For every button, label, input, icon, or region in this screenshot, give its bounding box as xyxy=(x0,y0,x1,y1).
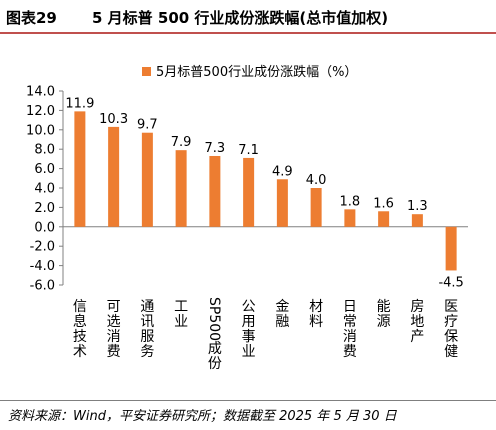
category-label: 可选消费 xyxy=(107,299,121,360)
bars xyxy=(74,111,457,271)
data-label: -4.5 xyxy=(438,275,463,290)
bar xyxy=(378,211,390,227)
y-tick-label: 14.0 xyxy=(26,85,55,100)
bar xyxy=(209,155,221,227)
legend-swatch xyxy=(142,67,151,76)
category-label: 能源 xyxy=(377,299,391,330)
data-label: 7.1 xyxy=(238,143,259,158)
data-labels: 11.9 10.3 9.7 7.9 7.3 7.1 4.9 4.0 1.8 1.6 1.3 -4.5 xyxy=(65,96,463,290)
bar-chart: 5月标普500行业成份涨跌幅（%） 14.0 12.0 10.0 8.0 6.0 4.0 2… xyxy=(26,64,468,372)
y-tick-label: 4.0 xyxy=(34,182,55,197)
bar xyxy=(175,150,187,227)
bar xyxy=(243,157,255,227)
category-label: 工业 xyxy=(174,299,188,330)
data-label: 7.9 xyxy=(171,135,192,150)
source-rule xyxy=(0,400,496,401)
legend-label: 5月标普500行业成份涨跌幅（%） xyxy=(156,64,357,80)
axes: 14.0 12.0 10.0 8.0 6.0 4.0 2.0 0.0 -2.0 -4.0 -6.0 xyxy=(26,85,468,294)
data-label: 7.3 xyxy=(205,141,226,156)
bar xyxy=(74,111,86,227)
y-tick-label: -6.0 xyxy=(30,279,55,294)
data-label: 9.7 xyxy=(137,118,158,133)
bar xyxy=(411,214,423,227)
category-label: 公用事业 xyxy=(242,299,256,360)
figure-header: 图表29 5 月标普 500 行业成份涨跌幅(总市值加权) xyxy=(0,0,496,34)
bar xyxy=(276,179,288,227)
y-tick-label: 0.0 xyxy=(34,220,55,235)
bar xyxy=(141,132,153,227)
figure-number: 图表29 xyxy=(6,9,57,27)
source-note: 资料来源：Wind，平安证券研究所；数据截至 2025 年 5 月 30 日 xyxy=(8,409,397,424)
category-label-latin: SP500 xyxy=(206,297,222,341)
bar xyxy=(445,226,457,271)
category-label: 成份 xyxy=(208,341,222,372)
data-label: 10.3 xyxy=(99,112,128,127)
data-label: 1.6 xyxy=(373,196,394,211)
legend: 5月标普500行业成份涨跌幅（%） xyxy=(142,64,357,80)
data-label: 1.3 xyxy=(407,199,428,214)
category-label: 材料 xyxy=(309,299,323,330)
bar xyxy=(310,188,322,227)
data-label: 4.9 xyxy=(272,164,293,179)
y-tick-label: 6.0 xyxy=(34,162,55,177)
bar xyxy=(108,126,120,227)
y-tick-label: -4.0 xyxy=(30,259,55,274)
header-rule xyxy=(0,32,496,34)
category-label: 日常消费 xyxy=(343,299,357,360)
y-tick-label: 12.0 xyxy=(26,104,55,119)
category-label: 房地产 xyxy=(410,299,424,345)
data-label: 11.9 xyxy=(65,96,94,111)
y-tick-label: -2.0 xyxy=(30,240,55,255)
data-label: 4.0 xyxy=(306,173,327,188)
category-label: 金融 xyxy=(275,299,289,330)
data-label: 1.8 xyxy=(340,194,361,209)
y-tick-label: 8.0 xyxy=(34,143,55,158)
y-tick-label: 10.0 xyxy=(26,123,55,138)
figure-title: 5 月标普 500 行业成份涨跌幅(总市值加权) xyxy=(92,9,389,27)
category-label: 信息技术 xyxy=(73,299,87,360)
category-label: 通讯服务 xyxy=(140,299,154,360)
category-label: 医疗保健 xyxy=(444,299,458,360)
bar xyxy=(344,209,356,227)
y-tick-label: 2.0 xyxy=(34,201,55,216)
